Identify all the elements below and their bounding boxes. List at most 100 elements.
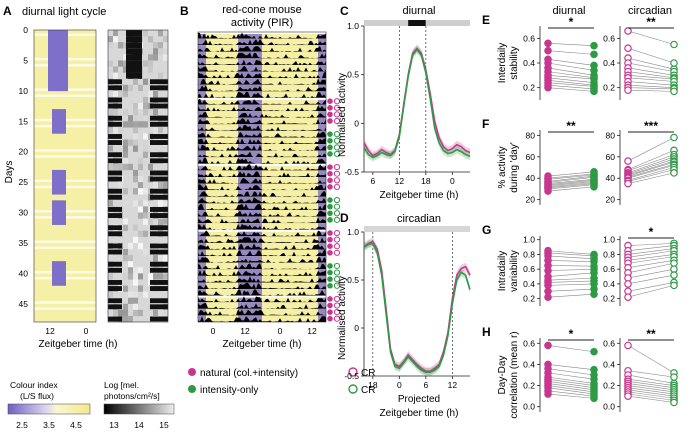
- actogram-night-band: [198, 216, 206, 224]
- paired-line: [547, 182, 595, 188]
- log-raster-cell: [158, 218, 163, 225]
- panel-label-c: C: [340, 4, 349, 18]
- panel-d-xlabel-line1: Projected: [398, 394, 440, 405]
- colour-raster-night: [48, 72, 68, 79]
- log-raster-cell: [148, 163, 153, 171]
- log-raster-cell: [113, 309, 118, 317]
- log-raster-cell: [133, 188, 138, 195]
- y-tick-label: 0.6: [603, 33, 615, 43]
- actogram-night-band: [318, 308, 326, 316]
- actogram-night-band: [318, 275, 326, 283]
- actogram-night-band: [198, 117, 206, 125]
- log-raster-cell: [163, 273, 168, 280]
- natural-point: [624, 44, 632, 53]
- log-raster-cell: [133, 139, 138, 146]
- log-raster-cell: [138, 285, 143, 292]
- panel-a-ytick: 40: [19, 268, 29, 278]
- colour-raster-night: [52, 200, 66, 207]
- actogram-group-dot: [327, 104, 333, 111]
- log-raster-night: [108, 170, 122, 176]
- y-tick-label: 0.4: [523, 359, 535, 369]
- paired-line: [547, 87, 595, 92]
- log-raster-night: [108, 152, 122, 158]
- actogram-activity-trace: [198, 131, 326, 138]
- actogram-frame: [197, 31, 327, 323]
- actogram-cr-dot: [333, 269, 341, 276]
- log-raster-cell: [163, 200, 168, 207]
- log-raster-night: [108, 286, 122, 291]
- log-raster-cell: [148, 30, 153, 37]
- paired-line: [547, 283, 595, 286]
- log-photon-raster: [107, 29, 169, 323]
- intensity-point: [590, 290, 598, 299]
- paired-line: [547, 250, 595, 255]
- log-raster-cell: [123, 151, 128, 158]
- actogram-activity-trace: [198, 309, 326, 316]
- paired-line: [627, 243, 675, 246]
- panel-a-xtick: 0: [84, 326, 89, 336]
- y-tick-label: 60: [526, 152, 536, 162]
- actogram-group-dot: [327, 203, 333, 210]
- paired-line: [547, 255, 595, 260]
- log-raster-night: [126, 54, 142, 61]
- panel-ylabel-line1: % activity: [497, 146, 508, 188]
- actogram-cr-dot: [333, 315, 341, 322]
- panel-label-d: D: [340, 211, 349, 225]
- y-tick-label: 40: [526, 173, 536, 183]
- series-error-band: [364, 44, 470, 160]
- actogram-activity-trace: [198, 151, 326, 158]
- actogram-cr-dot: [333, 111, 341, 118]
- colour-raster-night: [48, 84, 68, 92]
- log-raster-cell: [108, 200, 113, 207]
- colour-index-colorbar: [7, 403, 91, 415]
- legend-natural-marker: [188, 368, 196, 376]
- log-raster-night: [126, 36, 142, 43]
- log-raster-cell: [153, 109, 158, 116]
- natural-point: [624, 341, 632, 350]
- actogram-activity-trace: [198, 263, 326, 270]
- log-raster-night: [108, 243, 122, 249]
- actogram-night-band: [198, 38, 206, 46]
- actogram-night-band: [238, 289, 262, 296]
- actogram-activity-trace: [198, 316, 326, 322]
- panel-a-ytick: 20: [19, 147, 29, 157]
- paired-line: [627, 75, 675, 80]
- actogram-group-markers: [327, 98, 341, 322]
- panel-ylabel-line1: Interdaily: [497, 43, 508, 84]
- y-tick-label: 20: [526, 195, 536, 205]
- actogram-night-band: [198, 275, 206, 283]
- log-raster-cell: [158, 273, 163, 280]
- actogram-night-band: [238, 177, 262, 184]
- actogram-activity-trace: [198, 243, 326, 250]
- log-raster-night: [150, 97, 168, 103]
- natural-point: [624, 27, 632, 35]
- log-raster-cell: [118, 163, 123, 171]
- y-tick-label: 60: [606, 152, 616, 162]
- log-raster-night: [150, 176, 168, 182]
- log-raster-cell: [123, 66, 128, 73]
- colour-raster-gap: [34, 94, 96, 97]
- actogram-night-band: [238, 203, 262, 210]
- natural-point: [624, 392, 632, 400]
- intensity-point: [670, 373, 678, 381]
- x-tick-label: 18: [368, 380, 378, 390]
- log-raster-cell: [138, 188, 143, 195]
- log-raster-cell: [133, 200, 138, 207]
- actogram-night-band: [318, 124, 326, 131]
- paired-line: [627, 87, 675, 90]
- log-raster-cell: [133, 109, 138, 116]
- panel-a-xtick: 12: [45, 326, 55, 336]
- log-raster-cell: [143, 188, 148, 195]
- panel-ylabel-line1: Day-Day: [497, 356, 508, 395]
- log-raster-cell: [128, 242, 133, 250]
- log-raster-cell: [128, 267, 133, 274]
- log-raster-cell: [153, 48, 158, 55]
- paired-line: [627, 254, 675, 261]
- intensity-point: [670, 271, 678, 279]
- actogram-activity-trace: [198, 276, 326, 283]
- intensity-point: [670, 281, 678, 290]
- log-raster-cell: [133, 103, 138, 110]
- paired-line: [547, 393, 595, 399]
- actogram-night-band: [238, 144, 262, 151]
- actogram-night-band: [238, 256, 262, 263]
